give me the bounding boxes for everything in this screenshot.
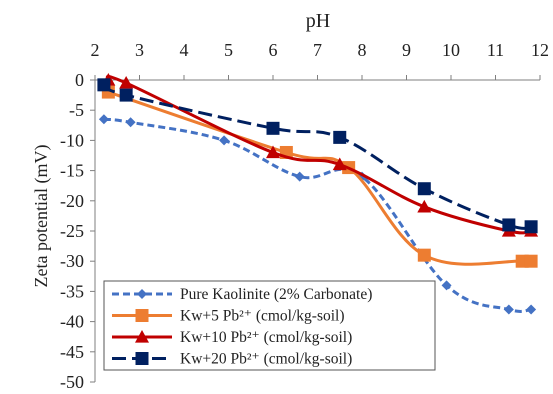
series-3 xyxy=(101,73,539,237)
legend-label: Kw+5 Pb²⁺ (cmol/kg-soil) xyxy=(180,308,345,325)
series-3-point xyxy=(417,199,432,213)
axes-group: 2 3 4 5 6 7 8 9 10 11 12 0 -5 -10 -15 -20 -25 -30 -35 -40 -4… xyxy=(60,40,549,392)
x-axis-title: pH xyxy=(306,10,330,32)
series-1-line xyxy=(103,117,532,313)
series-1-point xyxy=(294,171,305,182)
series-4-point xyxy=(119,88,133,102)
x-tick-label: 7 xyxy=(313,40,322,60)
x-tick-label: 9 xyxy=(402,40,411,60)
x-tick-label: 6 xyxy=(269,40,278,60)
series-1-point xyxy=(125,117,136,128)
x-tick-label: 8 xyxy=(358,40,367,60)
y-axis-title: Zeta potential (mV) xyxy=(31,145,52,288)
series-2-line xyxy=(107,90,535,266)
y-tick-label: 0 xyxy=(75,70,84,90)
series-4-line xyxy=(102,83,532,230)
legend-label: Kw+20 Pb²⁺ (cmol/kg-soil) xyxy=(180,351,352,368)
y-tick-label: -40 xyxy=(60,312,84,332)
y-tick-label: -10 xyxy=(60,130,84,150)
legend-swatch-marker xyxy=(137,289,147,299)
y-tick-label: -5 xyxy=(69,100,84,120)
series-3-point xyxy=(266,145,280,159)
y-tick-label: -50 xyxy=(60,372,84,392)
series-1-point xyxy=(219,135,230,146)
legend-swatch-marker xyxy=(135,330,149,343)
y-tick-label: -35 xyxy=(60,281,84,301)
series-1 xyxy=(98,114,537,315)
y-tick-label: -45 xyxy=(60,342,84,362)
x-tick-label: 11 xyxy=(487,40,504,60)
legend-item-3: Kw+10 Pb²⁺ (cmol/kg-soil) xyxy=(112,329,352,346)
x-tick-label: 5 xyxy=(224,40,233,60)
series-1-point xyxy=(503,304,514,315)
series-3-point xyxy=(119,76,134,89)
series-1-point xyxy=(98,114,109,125)
y-tick-label: -30 xyxy=(60,251,84,271)
legend-item-1: Pure Kaolinite (2% Carbonate) xyxy=(112,286,372,303)
legend-swatch-marker xyxy=(135,352,149,365)
series-2-point xyxy=(524,254,538,268)
series-4-point xyxy=(97,78,111,92)
legend-item-2: Kw+5 Pb²⁺ (cmol/kg-soil) xyxy=(112,308,345,325)
series-4-point xyxy=(333,130,347,144)
y-tick-label: -20 xyxy=(60,191,84,211)
series-4-point xyxy=(502,218,516,232)
legend-swatch-marker xyxy=(135,309,149,322)
series-4 xyxy=(97,78,538,234)
series-4-point xyxy=(266,121,280,135)
legend-label: Kw+10 Pb²⁺ (cmol/kg-soil) xyxy=(180,329,352,346)
legend-label: Pure Kaolinite (2% Carbonate) xyxy=(180,286,372,303)
series-3-point xyxy=(332,157,347,171)
legend-box xyxy=(103,280,436,371)
legend-item-4: Kw+20 Pb²⁺ (cmol/kg-soil) xyxy=(112,351,352,368)
y-tick-label: -15 xyxy=(60,161,84,181)
series-4-point xyxy=(417,182,431,196)
x-tick-label: 2 xyxy=(91,40,100,60)
series-1-point xyxy=(441,280,452,291)
y-tick-label: -25 xyxy=(60,221,84,241)
x-tick-label: 3 xyxy=(135,40,144,60)
series-4-point xyxy=(524,220,538,234)
legend: Pure Kaolinite (2% Carbonate) Kw+5 Pb²⁺ (… xyxy=(103,280,436,371)
x-tick-label: 12 xyxy=(531,40,549,60)
series-layer xyxy=(97,73,539,315)
x-tick-label: 4 xyxy=(180,40,189,60)
series-1-point xyxy=(526,304,537,315)
x-tick-label: 10 xyxy=(442,40,460,60)
series-2-point xyxy=(417,248,431,262)
